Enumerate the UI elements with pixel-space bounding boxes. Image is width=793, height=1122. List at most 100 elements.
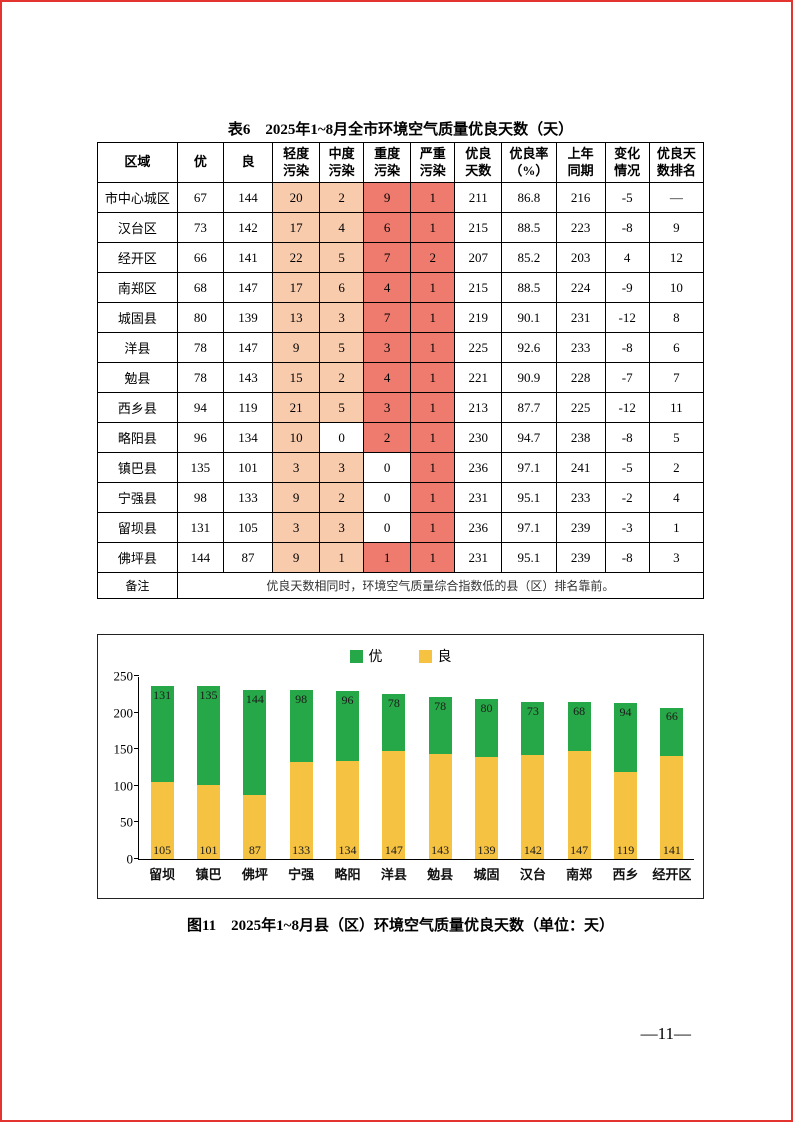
value-cell: 5 bbox=[319, 392, 365, 423]
column-header: 优良 天数 bbox=[454, 142, 503, 183]
chart-legend: 优良 bbox=[98, 646, 703, 666]
bar-segment-优 bbox=[660, 707, 684, 756]
bar-segment-优 bbox=[614, 703, 637, 772]
y-axis-tick-label: 150 bbox=[113, 741, 134, 757]
y-axis-tick-mark bbox=[134, 675, 139, 676]
value-cell: 238 bbox=[555, 422, 606, 453]
table-title: 表6 2025年1~8月全市环境空气质量优良天数（天） bbox=[227, 122, 574, 138]
note-row: 备注 优良天数相同时，环境空气质量综合指数低的县（区）排名靠前。 bbox=[97, 572, 705, 599]
bar-value-label-优: 96 bbox=[341, 692, 354, 707]
value-cell: 80 bbox=[176, 302, 224, 333]
y-axis-tick-label: 250 bbox=[113, 668, 134, 684]
value-cell: 98 bbox=[176, 482, 224, 513]
region-name-cell: 留坝县 bbox=[97, 512, 178, 543]
value-cell: 0 bbox=[363, 452, 412, 483]
value-cell: 67 bbox=[176, 182, 224, 213]
region-name-cell: 佛坪县 bbox=[97, 542, 178, 573]
value-cell: 97.1 bbox=[501, 512, 557, 543]
value-cell: 3 bbox=[272, 512, 321, 543]
legend-swatch bbox=[418, 649, 432, 663]
value-cell: 7 bbox=[363, 302, 412, 333]
bar-value-label-良: 87 bbox=[248, 843, 261, 857]
value-cell: 4 bbox=[363, 362, 412, 393]
value-cell: 6 bbox=[319, 272, 365, 303]
value-cell: 219 bbox=[454, 302, 503, 333]
value-cell: 3 bbox=[272, 452, 321, 483]
x-axis-category-label: 经开区 bbox=[652, 867, 692, 882]
value-cell: -5 bbox=[604, 182, 650, 213]
bar-segment-优 bbox=[336, 690, 359, 761]
column-header: 区域 bbox=[97, 142, 178, 183]
x-axis-category-label: 汉台 bbox=[519, 867, 546, 882]
table-row: 城固县 80 139 13 3 7 1 219 90.1 231 -12 8 bbox=[97, 302, 705, 333]
value-cell: 221 bbox=[454, 362, 503, 393]
legend-swatch bbox=[349, 649, 363, 663]
value-cell: 17 bbox=[272, 212, 321, 243]
value-cell: 228 bbox=[555, 362, 606, 393]
value-cell: 95.1 bbox=[501, 482, 557, 513]
column-header: 严重 污染 bbox=[410, 142, 456, 183]
y-axis-tick-mark bbox=[134, 711, 139, 713]
bar-segment-优 bbox=[289, 689, 313, 762]
value-cell: 86.8 bbox=[501, 182, 557, 213]
bar-segment-良 bbox=[382, 751, 406, 859]
value-cell: -3 bbox=[604, 512, 650, 543]
bar-value-label-良: 133 bbox=[292, 843, 311, 857]
y-axis-tick-label: 50 bbox=[120, 814, 133, 830]
value-cell: 147 bbox=[222, 332, 274, 363]
region-name-cell: 南郑区 bbox=[97, 272, 178, 303]
note-text: 优良天数相同时，环境空气质量综合指数低的县（区）排名靠前。 bbox=[176, 572, 705, 599]
region-name-cell: 汉台区 bbox=[97, 212, 178, 243]
column-header: 优良天 数排名 bbox=[648, 142, 705, 183]
value-cell: 3 bbox=[319, 452, 365, 483]
value-cell: 1 bbox=[319, 542, 365, 573]
value-cell: 141 bbox=[222, 242, 274, 273]
table-row: 汉台区 73 142 17 4 6 1 215 88.5 223 -8 9 bbox=[97, 212, 705, 243]
x-axis-category-label: 洋县 bbox=[380, 867, 407, 882]
value-cell: 3 bbox=[319, 512, 365, 543]
value-cell: 78 bbox=[176, 332, 224, 363]
table-row: 镇巴县 135 101 3 3 0 1 236 97.1 241 -5 2 bbox=[97, 452, 705, 483]
value-cell: 15 bbox=[272, 362, 321, 393]
value-cell: 1 bbox=[410, 362, 456, 393]
x-axis-category-label: 宁强 bbox=[288, 867, 315, 882]
y-axis-tick-mark bbox=[134, 821, 139, 823]
value-cell: 21 bbox=[272, 392, 321, 423]
page-number: —11— bbox=[640, 1024, 691, 1043]
value-cell: 131 bbox=[176, 512, 224, 543]
value-cell: 6 bbox=[363, 212, 412, 243]
table-row: 略阳县 96 134 10 0 2 1 230 94.7 238 -8 5 bbox=[97, 422, 705, 453]
bar-segment-良 bbox=[521, 755, 545, 859]
column-header: 优良率 （%） bbox=[501, 142, 557, 183]
value-cell: 8 bbox=[648, 302, 705, 333]
note-label: 备注 bbox=[97, 572, 178, 599]
value-cell: 147 bbox=[222, 272, 274, 303]
value-cell: 0 bbox=[363, 482, 412, 513]
x-axis-category-label: 南郑 bbox=[566, 867, 593, 882]
value-cell: 230 bbox=[454, 422, 503, 453]
air-quality-table: 区域优良轻度 污染 中度 污染 重度 污染 严重 污染 优良 天数 优良率 （%） 上年 同… bbox=[97, 142, 705, 599]
bar-value-label-优: 73 bbox=[526, 703, 539, 718]
value-cell: 17 bbox=[272, 272, 321, 303]
bar-segment-良 bbox=[614, 771, 637, 859]
value-cell: 215 bbox=[454, 272, 503, 303]
legend-item: 优 bbox=[349, 646, 383, 666]
y-axis-tick-label: 100 bbox=[113, 778, 134, 794]
region-name-cell: 西乡县 bbox=[97, 392, 178, 423]
value-cell: 1 bbox=[410, 452, 456, 483]
value-cell: 87 bbox=[222, 542, 274, 573]
value-cell: -8 bbox=[604, 422, 650, 453]
x-axis-category-label: 镇巴 bbox=[195, 867, 222, 882]
value-cell: 68 bbox=[176, 272, 224, 303]
value-cell: -5 bbox=[604, 452, 650, 483]
bar-value-label-优: 78 bbox=[434, 699, 447, 714]
chart-container: 优良 0 50 100 150 200 250 105 131 留坝 101 135 镇巴 87 144 佛… bbox=[97, 634, 704, 899]
x-axis-category-label: 留坝 bbox=[149, 867, 176, 882]
value-cell: 87.7 bbox=[501, 392, 557, 423]
x-axis-category-label: 西乡 bbox=[612, 867, 639, 882]
column-header: 中度 污染 bbox=[319, 142, 365, 183]
bar-value-label-优: 144 bbox=[245, 691, 264, 706]
table-header-row: 区域优良轻度 污染 中度 污染 重度 污染 严重 污染 优良 天数 优良率 （%） 上年 同… bbox=[97, 142, 705, 183]
value-cell: 134 bbox=[222, 422, 274, 453]
region-name-cell: 城固县 bbox=[97, 302, 178, 333]
